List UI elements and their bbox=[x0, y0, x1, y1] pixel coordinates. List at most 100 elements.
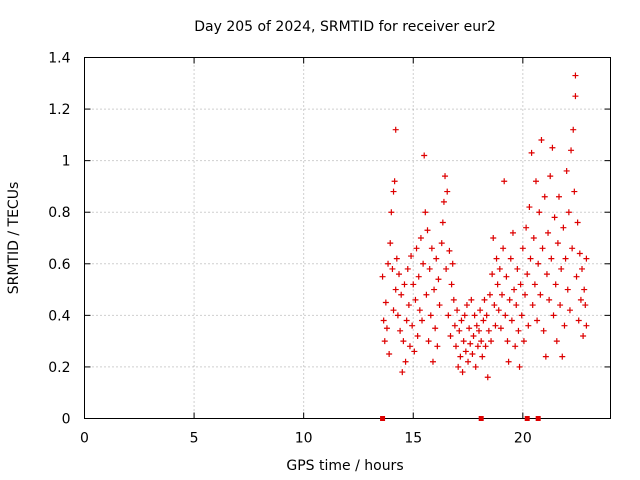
data-point bbox=[382, 299, 389, 306]
data-point bbox=[447, 332, 454, 339]
data-point bbox=[467, 340, 474, 347]
data-point bbox=[405, 302, 412, 309]
data-point bbox=[436, 302, 443, 309]
data-point bbox=[574, 219, 581, 226]
data-point bbox=[542, 353, 549, 360]
data-point bbox=[494, 281, 501, 288]
data-point bbox=[570, 126, 577, 133]
data-point bbox=[421, 152, 428, 159]
data-point bbox=[513, 302, 520, 309]
data-point bbox=[380, 317, 387, 324]
x-tick-label: 15 bbox=[404, 431, 422, 447]
data-point bbox=[577, 296, 584, 303]
data-point bbox=[387, 240, 394, 247]
data-point bbox=[566, 307, 573, 314]
data-point bbox=[582, 302, 589, 309]
data-point bbox=[563, 167, 570, 174]
data-point bbox=[569, 245, 576, 252]
zero-marker bbox=[524, 416, 530, 421]
data-point bbox=[583, 322, 590, 329]
data-point bbox=[416, 307, 423, 314]
data-point bbox=[565, 209, 572, 216]
data-point bbox=[557, 302, 564, 309]
data-point bbox=[508, 317, 515, 324]
data-point bbox=[537, 291, 544, 298]
data-point bbox=[379, 273, 386, 280]
data-point bbox=[473, 322, 480, 329]
data-point bbox=[515, 327, 522, 334]
zero-marker bbox=[380, 416, 386, 421]
data-point bbox=[391, 178, 398, 185]
y-tick-label: 0.6 bbox=[48, 257, 70, 273]
data-point bbox=[439, 219, 446, 226]
data-point bbox=[388, 209, 395, 216]
data-point bbox=[452, 343, 459, 350]
data-point bbox=[412, 296, 419, 303]
data-point bbox=[546, 296, 553, 303]
data-point bbox=[568, 147, 575, 154]
data-point bbox=[484, 374, 491, 381]
x-axis: 0 5 10 15 20 bbox=[80, 57, 532, 447]
data-point bbox=[579, 265, 586, 272]
data-point bbox=[504, 338, 511, 345]
data-point bbox=[528, 149, 535, 156]
data-point bbox=[514, 265, 521, 272]
data-point bbox=[474, 343, 481, 350]
data-point bbox=[398, 291, 405, 298]
x-tick-label: 0 bbox=[80, 431, 89, 447]
data-point bbox=[463, 302, 470, 309]
data-point bbox=[480, 317, 487, 324]
data-point bbox=[547, 173, 554, 180]
data-point bbox=[390, 307, 397, 314]
y-axis-title: SRMTID / TECUs bbox=[6, 182, 22, 295]
data-point bbox=[411, 348, 418, 355]
data-point bbox=[401, 281, 408, 288]
x-axis-title: GPS time / hours bbox=[286, 458, 403, 474]
data-point bbox=[417, 235, 424, 241]
data-point bbox=[466, 325, 473, 332]
data-point bbox=[558, 265, 565, 272]
y-tick-label: 0 bbox=[62, 412, 71, 428]
data-point bbox=[488, 338, 495, 345]
data-point bbox=[445, 312, 452, 319]
data-point bbox=[492, 322, 499, 329]
data-point bbox=[434, 343, 441, 350]
data-point bbox=[386, 351, 393, 358]
data-point bbox=[512, 343, 519, 350]
data-point bbox=[478, 338, 485, 345]
data-point bbox=[431, 286, 438, 293]
data-point bbox=[406, 343, 413, 350]
data-point bbox=[526, 204, 533, 211]
data-point bbox=[527, 255, 534, 262]
data-point bbox=[583, 255, 590, 262]
data-point bbox=[394, 312, 401, 319]
data-point bbox=[409, 322, 416, 329]
data-point bbox=[541, 193, 548, 200]
data-point bbox=[414, 332, 421, 339]
data-point bbox=[529, 302, 536, 309]
data-point bbox=[572, 72, 579, 79]
data-point bbox=[489, 271, 496, 278]
data-point bbox=[540, 327, 547, 334]
data-point bbox=[531, 281, 538, 288]
data-point bbox=[392, 126, 399, 133]
data-point bbox=[429, 358, 436, 365]
data-point bbox=[496, 265, 503, 272]
y-tick-label: 0.4 bbox=[48, 308, 70, 324]
data-point bbox=[532, 178, 539, 185]
data-point bbox=[425, 338, 432, 345]
data-point bbox=[549, 144, 556, 151]
data-point bbox=[472, 363, 479, 370]
data-point bbox=[442, 173, 449, 180]
data-point bbox=[427, 312, 434, 319]
data-point bbox=[443, 265, 450, 272]
data-point bbox=[539, 245, 546, 252]
data-point bbox=[485, 327, 492, 334]
data-point bbox=[424, 227, 431, 234]
data-point bbox=[477, 307, 484, 314]
data-point bbox=[562, 255, 569, 262]
data-point bbox=[535, 260, 542, 267]
data-point bbox=[460, 338, 467, 345]
data-point bbox=[486, 291, 493, 298]
